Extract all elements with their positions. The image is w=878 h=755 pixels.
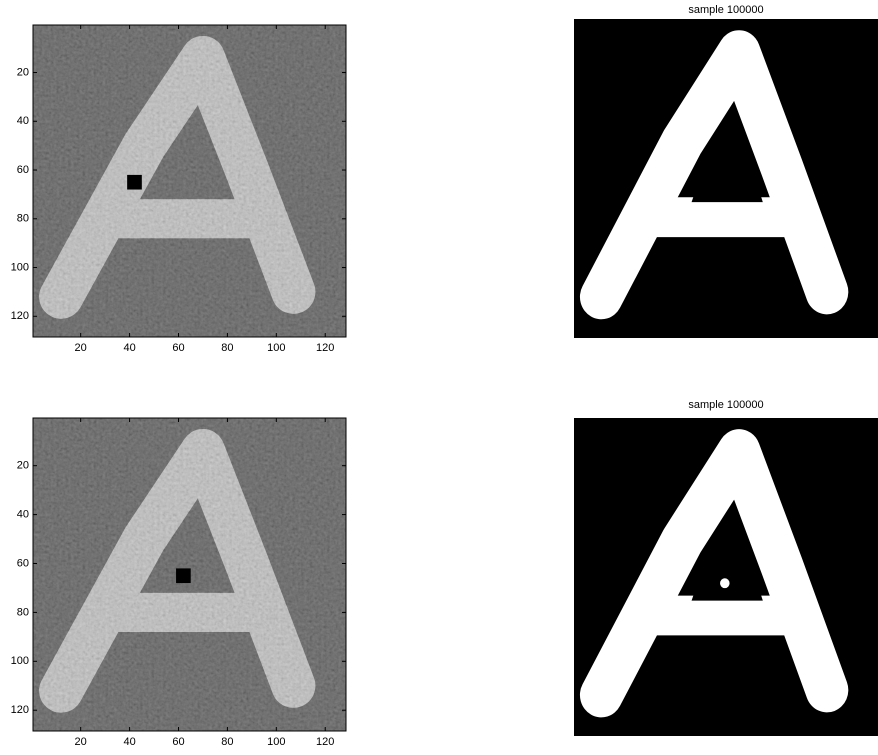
x-tick-label: 120 — [316, 736, 334, 748]
y-tick-label: 80 — [17, 213, 29, 225]
x-tick-label: 60 — [172, 736, 184, 748]
y-tick-label: 120 — [11, 310, 29, 322]
x-tick-label: 100 — [267, 736, 285, 748]
x-tick-label: 40 — [123, 342, 135, 354]
page: {"panels": [ {"xlim": [0.5, 128.5], "yli… — [0, 0, 878, 755]
y-tick-label: 40 — [17, 508, 29, 520]
panel-title: sample 100000 — [688, 399, 763, 411]
marker — [176, 568, 191, 583]
y-tick-label: 120 — [11, 704, 29, 716]
y-tick-label: 20 — [17, 66, 29, 78]
y-tick-label: 60 — [17, 557, 29, 569]
x-tick-label: 120 — [316, 342, 334, 354]
x-tick-label: 80 — [221, 736, 233, 748]
x-tick-label: 80 — [221, 342, 233, 354]
x-tick-label: 20 — [75, 342, 87, 354]
x-tick-label: 100 — [267, 342, 285, 354]
noisy-image — [32, 24, 350, 341]
marker — [127, 175, 142, 190]
y-tick-label: 40 — [17, 115, 29, 127]
x-tick-label: 60 — [172, 342, 184, 354]
y-tick-label: 60 — [17, 164, 29, 176]
noisy-image — [32, 417, 350, 735]
panel-title: sample 100000 — [688, 4, 763, 16]
y-tick-label: 100 — [11, 261, 29, 273]
y-tick-label: 20 — [17, 460, 29, 472]
y-tick-label: 100 — [11, 655, 29, 667]
sample-image — [573, 417, 878, 740]
sample-image — [573, 18, 878, 342]
x-tick-label: 40 — [123, 736, 135, 748]
figure: sample 100000 sample 100000 20 40 60 80 100 1… — [0, 0, 878, 750]
y-tick-label: 80 — [17, 606, 29, 618]
x-tick-label: 20 — [75, 736, 87, 748]
